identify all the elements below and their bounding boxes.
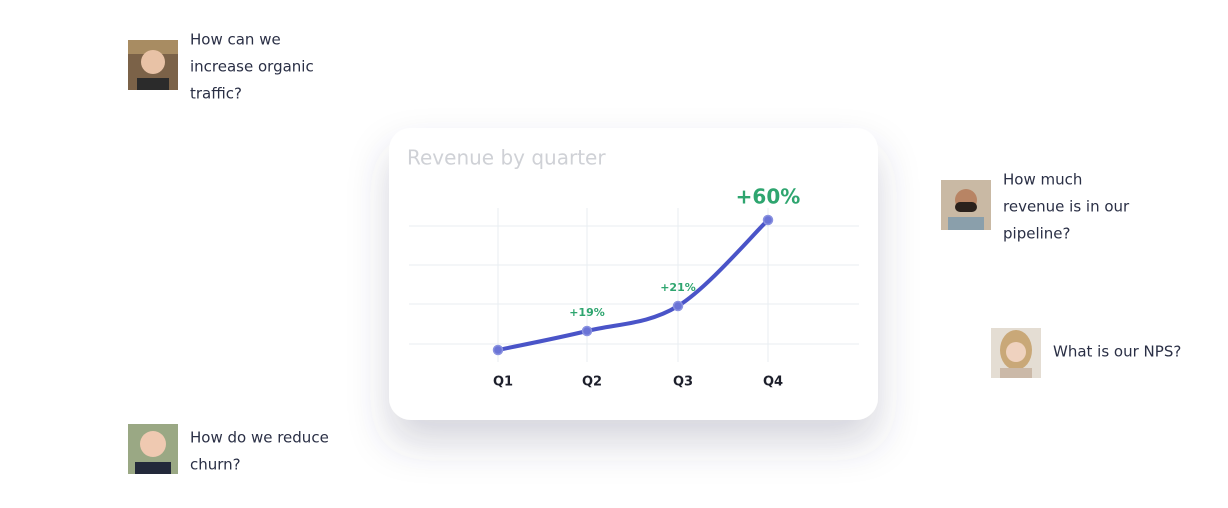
x-tick-label: Q4	[763, 375, 783, 390]
point	[762, 214, 774, 226]
annotation: +21%	[660, 281, 696, 294]
question-text: increase organic	[190, 58, 314, 76]
point	[672, 300, 684, 312]
grid	[409, 208, 859, 362]
chart-title: Revenue by quarter	[407, 146, 606, 170]
x-tick-label: Q3	[673, 375, 693, 390]
question-text: traffic?	[190, 85, 242, 103]
question-text: How do we reduce	[190, 429, 329, 447]
annotation: +60%	[736, 185, 801, 209]
point	[581, 325, 593, 337]
question-text: What is our NPS?	[1053, 343, 1181, 361]
question-text: churn?	[190, 456, 241, 474]
question-text: pipeline?	[1003, 225, 1070, 243]
annotation: +19%	[569, 306, 605, 319]
question-text: revenue is in our	[1003, 198, 1130, 216]
avatar	[128, 40, 178, 90]
chart-card	[389, 128, 878, 420]
point	[492, 344, 504, 356]
avatar	[991, 328, 1041, 378]
x-tick-label: Q2	[582, 375, 602, 390]
avatars	[128, 40, 1041, 474]
question-text: How much	[1003, 171, 1082, 189]
line	[496, 218, 770, 352]
question-text: How can we	[190, 31, 281, 49]
avatar	[128, 424, 178, 474]
avatar	[941, 180, 991, 230]
x-tick-label: Q1	[493, 375, 513, 390]
